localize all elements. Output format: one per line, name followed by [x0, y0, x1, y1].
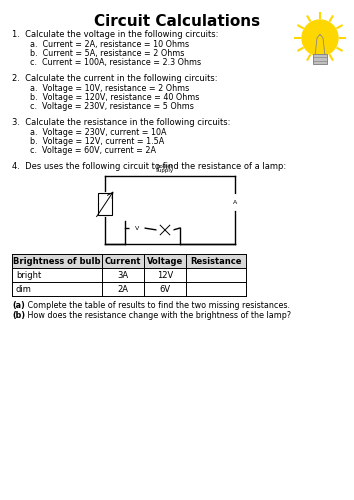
Text: b.  Current = 5A, resistance = 2 Ohms: b. Current = 5A, resistance = 2 Ohms: [30, 49, 184, 58]
Text: Current: Current: [105, 256, 141, 266]
Text: a.  Voltage = 230V, current = 10A: a. Voltage = 230V, current = 10A: [30, 128, 166, 137]
Text: Resistance: Resistance: [190, 256, 242, 266]
Text: 12V: 12V: [157, 270, 173, 280]
Text: b.  Voltage = 120V, resistance = 40 Ohms: b. Voltage = 120V, resistance = 40 Ohms: [30, 93, 199, 102]
Text: Brightness of bulb: Brightness of bulb: [13, 256, 101, 266]
Text: (a): (a): [12, 301, 25, 310]
Text: c.  Voltage = 230V, resistance = 5 Ohms: c. Voltage = 230V, resistance = 5 Ohms: [30, 102, 194, 111]
Circle shape: [157, 222, 173, 238]
Text: c.  Voltage = 60V, current = 2A: c. Voltage = 60V, current = 2A: [30, 146, 156, 155]
Circle shape: [130, 221, 144, 235]
Text: Voltage: Voltage: [147, 256, 183, 266]
Text: V: V: [135, 226, 139, 230]
Text: c.  Current = 100A, resistance = 2.3 Ohms: c. Current = 100A, resistance = 2.3 Ohms: [30, 58, 201, 67]
Text: How does the resistance change with the brightness of the lamp?: How does the resistance change with the …: [25, 311, 291, 320]
Bar: [98, 193, 112, 215]
Text: power: power: [156, 164, 173, 169]
Text: (b): (b): [12, 311, 25, 320]
Text: A: A: [233, 200, 237, 204]
Text: a.  Voltage = 10V, resistance = 2 Ohms: a. Voltage = 10V, resistance = 2 Ohms: [30, 84, 189, 93]
Text: Circuit Calculations: Circuit Calculations: [94, 14, 260, 29]
Text: 2.  Calculate the current in the following circuits:: 2. Calculate the current in the followin…: [12, 74, 217, 83]
Text: dim: dim: [16, 284, 32, 294]
Text: 3.  Calculate the resistance in the following circuits:: 3. Calculate the resistance in the follo…: [12, 118, 230, 127]
Text: supply: supply: [156, 168, 174, 173]
Text: a.  Current = 2A, resistance = 10 Ohms: a. Current = 2A, resistance = 10 Ohms: [30, 40, 189, 49]
Circle shape: [228, 195, 242, 209]
Bar: [313, 54, 327, 64]
Text: 4.  Des uses the following circuit to find the resistance of a lamp:: 4. Des uses the following circuit to fin…: [12, 162, 286, 171]
Text: Complete the table of results to find the two missing resistances.: Complete the table of results to find th…: [25, 301, 290, 310]
Bar: [12, 254, 246, 268]
Circle shape: [302, 20, 338, 56]
Text: 1.  Calculate the voltage in the following circuits:: 1. Calculate the voltage in the followin…: [12, 30, 218, 39]
Text: bright: bright: [16, 270, 41, 280]
Text: 6V: 6V: [159, 284, 171, 294]
Text: 3A: 3A: [118, 270, 129, 280]
Text: b.  Voltage = 12V, current = 1.5A: b. Voltage = 12V, current = 1.5A: [30, 137, 164, 146]
Text: 2A: 2A: [118, 284, 129, 294]
